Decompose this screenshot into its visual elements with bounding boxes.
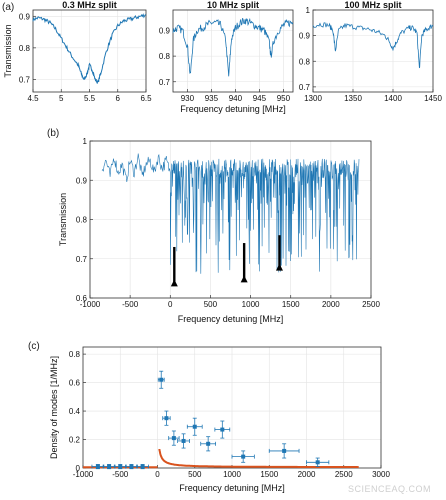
x-axis-label: Frequency detuning [MHz] xyxy=(180,104,286,114)
panel-label-a: (a) xyxy=(2,2,14,13)
y-tick-label: 0.7 xyxy=(19,75,31,84)
x-tick-label: 1000 xyxy=(223,470,241,479)
x-tick-label: 6.5 xyxy=(140,94,152,103)
x-tick-label: 945 xyxy=(253,94,267,103)
x-tick-label: 2500 xyxy=(362,300,380,309)
y-tick-label: 0.6 xyxy=(69,379,81,388)
y-tick-label: 0.7 xyxy=(159,78,171,87)
plot-frame xyxy=(172,9,294,93)
fit-curve xyxy=(158,449,359,469)
y-tick-label: 0.8 xyxy=(299,57,311,66)
y-tick-label: 0.8 xyxy=(159,52,171,61)
x-axis-label: Frequency detuning [MHz] xyxy=(178,314,284,324)
y-tick-label: 0.6 xyxy=(76,294,88,303)
y-tick-label: 1 xyxy=(83,137,88,146)
x-tick-label: 0 xyxy=(155,470,160,479)
x-tick-label: 3000 xyxy=(372,470,390,479)
x-tick-label: -500 xyxy=(112,470,129,479)
density-of-modes-plot: -1000 -500 0 500 1000 1500 2000 2500 3000 0 0.2 0.4… xyxy=(49,346,390,493)
data-point xyxy=(220,427,225,432)
plot-frame xyxy=(312,9,434,93)
y-tick-label: 0.8 xyxy=(76,216,88,225)
y-tick-label: 1 xyxy=(306,6,311,15)
x-tick-label: 1500 xyxy=(260,470,278,479)
data-point xyxy=(107,464,112,469)
data-point xyxy=(206,441,211,446)
subplot-0-3mhz-split: 4.5 5 5.5 6 6.5 0.7 0.8 0.9 0.3 MHz split Transmi… xyxy=(3,0,152,103)
y-tick-label: 0.8 xyxy=(19,44,31,53)
data-point xyxy=(282,448,287,453)
y-tick-label: 0.4 xyxy=(69,407,81,416)
y-tick-label: 0.9 xyxy=(159,27,171,36)
transmission-trace xyxy=(172,17,294,77)
x-tick-label: 2000 xyxy=(322,300,340,309)
data-point xyxy=(164,416,169,421)
x-tick-label: 1500 xyxy=(282,300,300,309)
y-tick-label: 0.7 xyxy=(299,83,311,92)
data-point xyxy=(129,464,134,469)
chart-title: 0.3 MHz split xyxy=(62,0,117,10)
x-tick-label: 500 xyxy=(204,300,218,309)
x-tick-label: -1000 xyxy=(73,470,94,479)
transmission-spectrum-trace xyxy=(101,153,360,274)
y-axis-label: Transmission xyxy=(58,193,68,246)
y-tick-label: 0.9 xyxy=(19,12,31,21)
x-tick-label: 1300 xyxy=(304,94,322,103)
mode-arrow-head xyxy=(170,279,178,287)
data-point xyxy=(140,464,145,469)
x-tick-label: 1450 xyxy=(424,94,442,103)
y-tick-label: 0.8 xyxy=(69,350,81,359)
x-tick-label: -1000 xyxy=(80,300,101,309)
data-point xyxy=(95,464,100,469)
x-tick-label: 2500 xyxy=(335,470,353,479)
y-tick-label: 0.7 xyxy=(76,255,88,264)
transmission-trace xyxy=(312,22,434,69)
transmission-trace xyxy=(32,13,147,84)
y-axis-label: Density of modes [1/MHz] xyxy=(49,356,59,459)
data-point xyxy=(171,436,176,441)
transmission-spectrum-plot: -1000 -500 0 500 1000 1500 2000 2500 0.6 0.7 0.8 0.… xyxy=(58,137,380,324)
y-tick-label: 0.9 xyxy=(76,176,88,185)
x-tick-label: 950 xyxy=(277,94,291,103)
data-point xyxy=(118,464,123,469)
y-tick-label: 0 xyxy=(76,464,81,473)
data-point xyxy=(241,454,246,459)
chart-title: 100 MHz split xyxy=(344,0,401,10)
x-tick-label: 1400 xyxy=(384,94,402,103)
x-tick-label: 930 xyxy=(181,94,195,103)
data-point xyxy=(315,460,320,465)
data-point xyxy=(192,424,197,429)
mode-arrow-head xyxy=(275,263,283,271)
x-tick-label: 5 xyxy=(59,94,64,103)
x-tick-label: 500 xyxy=(188,470,202,479)
panel-label-c: (c) xyxy=(28,341,40,352)
subplot-100mhz-split: 1300 1350 1400 1450 0.7 0.8 0.9 1 100 MHz split xyxy=(299,0,443,103)
x-tick-label: 0 xyxy=(168,300,173,309)
x-tick-label: 2000 xyxy=(298,470,316,479)
subplot-10mhz-split: 930 935 940 945 950 0.7 0.8 0.9 10 MHz split Freq… xyxy=(159,0,294,114)
x-tick-label: -500 xyxy=(122,300,139,309)
y-tick-label: 0.2 xyxy=(69,436,81,445)
x-tick-label: 5.5 xyxy=(84,94,96,103)
x-tick-label: 1350 xyxy=(344,94,362,103)
data-point xyxy=(181,438,186,443)
x-tick-label: 6 xyxy=(116,94,121,103)
x-tick-label: 4.5 xyxy=(27,94,39,103)
chart-title: 10 MHz split xyxy=(207,0,259,10)
data-point xyxy=(159,377,164,382)
x-tick-label: 940 xyxy=(229,94,243,103)
x-axis-label: Frequency detuning [MHz] xyxy=(179,483,285,493)
x-tick-label: 1000 xyxy=(242,300,260,309)
x-tick-label: 935 xyxy=(205,94,219,103)
mode-arrow-head xyxy=(240,275,248,283)
y-axis-label: Transmission xyxy=(3,24,13,77)
panel-label-b: (b) xyxy=(47,128,59,139)
y-tick-label: 0.9 xyxy=(299,32,311,41)
watermark: SCIENCEAQ.COM xyxy=(348,484,431,494)
